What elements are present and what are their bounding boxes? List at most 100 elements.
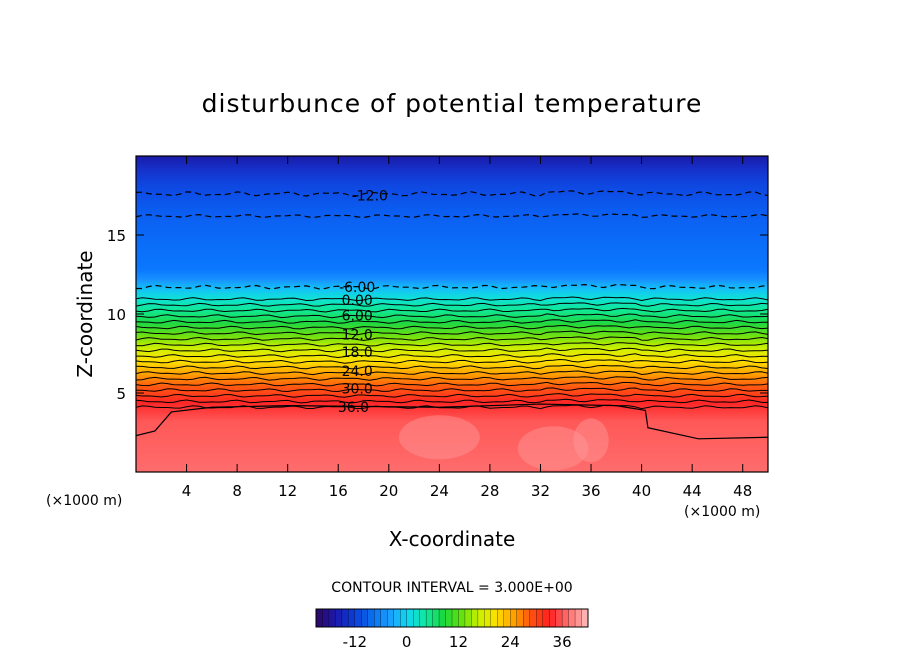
colorbar-cell	[536, 608, 544, 628]
y-axis-label: Z-coordinate	[73, 250, 97, 377]
contour-label: 30.0	[342, 381, 373, 397]
x-tick-label: 8	[232, 482, 242, 500]
contour-labels: -12.0 -6.000.006.00 12.018.0 24.030.0 36.0	[338, 189, 388, 417]
colorbar-cell	[561, 608, 570, 628]
contour-label: -12.0	[352, 189, 388, 205]
colorbar-cell	[503, 608, 511, 628]
contour-line	[136, 336, 768, 341]
colorbar-cell	[432, 608, 440, 628]
contour-line	[136, 358, 768, 364]
contour-line	[136, 313, 768, 319]
contour-line-negative	[136, 213, 768, 219]
surface-patch	[398, 415, 480, 460]
colorbar-tick-label: 24	[501, 633, 520, 651]
z-tick-label: 10	[107, 306, 126, 324]
colorbar-cell	[393, 608, 401, 628]
contour-label: 24.0	[342, 364, 373, 380]
colorbar-cell	[510, 608, 518, 628]
contour-line-negative	[136, 283, 768, 290]
contour-line	[136, 364, 768, 370]
colorbar-cell	[542, 608, 550, 628]
colorbar-cell	[516, 608, 524, 628]
colorbar-cell	[367, 608, 375, 628]
z-axis-ticks: 5 10 15	[107, 227, 768, 403]
x-tick-label: 16	[329, 482, 348, 500]
colorbar-cell	[497, 608, 505, 628]
contour-line	[136, 370, 768, 376]
x-tick-label: 40	[632, 482, 651, 500]
x-unit-label-right: (×1000 m)	[684, 504, 760, 520]
colorbar-cell	[451, 608, 459, 628]
contour-line	[136, 319, 768, 324]
colorbar-cell	[555, 608, 563, 628]
colorbar	[315, 608, 589, 628]
colorbar-cell	[354, 608, 362, 628]
colorbar-cell	[574, 608, 582, 628]
contour-line	[136, 393, 768, 398]
contour-lines	[136, 190, 768, 440]
contour-line	[136, 347, 768, 353]
x-tick-label: 32	[531, 482, 550, 500]
x-tick-label: 44	[683, 482, 702, 500]
colorbar-cell	[419, 608, 427, 628]
colorbar-cell	[458, 608, 466, 628]
colorbar-cell	[322, 608, 330, 628]
contour-line-negative	[136, 190, 768, 197]
contour-label: 18.0	[342, 345, 373, 361]
contour-label: 12.0	[342, 328, 373, 344]
x-tick-label: 12	[278, 482, 297, 500]
contour-label: 0.00	[342, 293, 373, 309]
x-axis-ticks: 4 8 12 16 20 24 28 32 36 40 44 48	[182, 156, 752, 500]
colorbar-cell	[425, 608, 434, 628]
colorbar-cell	[568, 608, 576, 628]
colorbar-cell	[315, 608, 323, 628]
x-tick-label: 24	[430, 482, 449, 500]
contour-line	[136, 324, 768, 330]
colorbar-ticks: -12 0 12 24 36	[343, 633, 572, 651]
x-unit-label-left: (×1000 m)	[46, 493, 122, 509]
colorbar-cell	[328, 608, 336, 628]
colorbar-cell	[581, 608, 589, 628]
colorbar-cell	[387, 608, 395, 628]
colorbar-cell	[471, 608, 479, 628]
contour-line	[136, 330, 768, 336]
contour-interval-text: CONTOUR INTERVAL = 3.000E+00	[331, 580, 572, 596]
colorbar-cell	[445, 608, 453, 628]
colorbar-tick-label: 12	[449, 633, 468, 651]
colorbar-cell	[348, 608, 356, 628]
colorbar-cell	[400, 608, 408, 628]
contour-label: -6.00	[339, 280, 375, 296]
field-fill	[136, 156, 768, 472]
contour-line	[136, 302, 768, 307]
contour-line	[136, 342, 768, 347]
colorbar-cell	[341, 608, 349, 628]
surface-patch	[517, 426, 589, 471]
colorbar-cell	[490, 608, 498, 628]
surface-patch	[573, 418, 609, 463]
x-tick-label: 4	[182, 482, 192, 500]
contour-line	[136, 376, 768, 381]
colorbar-cell	[464, 608, 472, 628]
colorbar-frame	[315, 608, 589, 628]
colorbar-cell	[380, 608, 388, 628]
z-tick-label: 15	[107, 227, 126, 245]
contour-line	[136, 398, 768, 404]
colorbar-tick-label: -12	[343, 633, 368, 651]
x-tick-label: 28	[480, 482, 499, 500]
x-axis-label: X-coordinate	[389, 527, 516, 551]
colorbar-cell	[438, 608, 446, 628]
x-tick-label: 20	[379, 482, 398, 500]
contour-line	[136, 296, 768, 302]
x-tick-label: 48	[733, 482, 752, 500]
contour-line	[136, 307, 768, 313]
colorbar-tick-label: 36	[553, 633, 572, 651]
z-tick-label: 5	[116, 385, 126, 403]
colorbar-cell	[406, 608, 414, 628]
colorbar-cell	[374, 608, 382, 628]
colorbar-cell	[412, 608, 421, 628]
contour-label: 36.0	[338, 400, 369, 416]
colorbar-cell	[335, 608, 343, 628]
colorbar-cell	[523, 608, 531, 628]
x-tick-label: 36	[581, 482, 600, 500]
